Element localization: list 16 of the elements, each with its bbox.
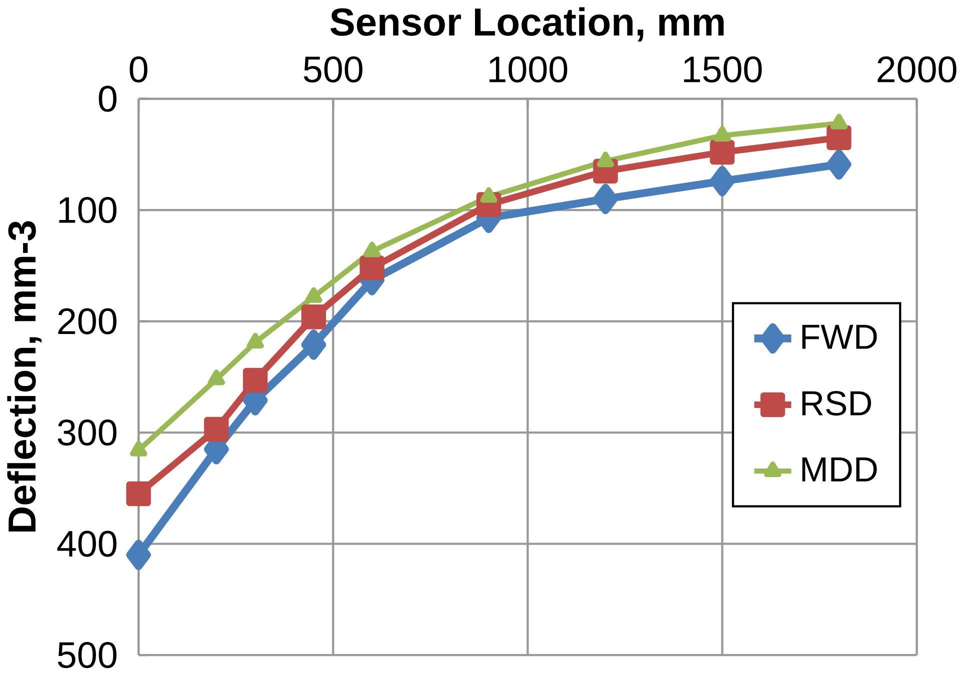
x-tick-label: 0 [130, 56, 148, 82]
y-tick-label: 500 [58, 642, 116, 668]
x-tick-label: 1000 [490, 56, 568, 82]
y-tick-label: 0 [98, 86, 116, 112]
x-tick-label: 2000 [878, 56, 956, 82]
legend-label: RSD [802, 390, 872, 416]
x-tick-label: 1500 [684, 56, 762, 82]
y-tick-label: 400 [57, 530, 116, 557]
y-tick-label: 300 [58, 419, 116, 446]
y-axis-title: Deflection, mm-3 [7, 221, 42, 532]
x-tick-label: 500 [304, 56, 362, 82]
y-tick-label: 200 [58, 308, 116, 334]
y-tick-label: 100 [59, 196, 116, 223]
legend-label: MDD [802, 457, 877, 482]
legend-label: FWD [802, 324, 877, 349]
x-axis-title: Sensor Location, mm [330, 7, 724, 42]
